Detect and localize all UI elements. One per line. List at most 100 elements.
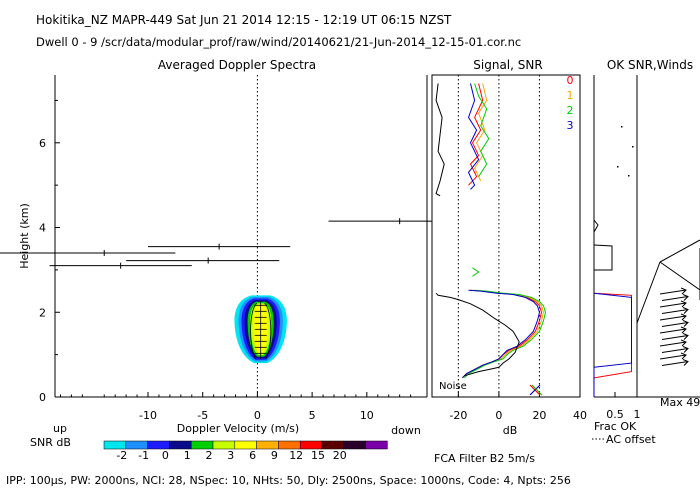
footer-params: IPP: 100µs, PW: 2000ns, NCI: 28, NSpec: … xyxy=(6,474,571,487)
colorbar-swatch xyxy=(299,440,323,450)
wind-arrowhead xyxy=(682,320,689,327)
colorbar-swatch xyxy=(234,440,257,450)
colorbar-swatch xyxy=(321,440,345,450)
ok-sample-dot xyxy=(617,166,619,168)
wind-arrowhead xyxy=(680,339,687,347)
spectra-x-tick-label: 0 xyxy=(254,409,261,422)
wind-vector xyxy=(659,239,700,263)
wind-arrowhead xyxy=(682,333,689,340)
snr-upper-trace xyxy=(472,267,480,277)
snr-series-line xyxy=(464,289,547,379)
colorbar-swatch xyxy=(278,440,301,450)
ok-legend-label: 2 xyxy=(567,104,574,117)
ac-offset-label: AC offset xyxy=(606,433,656,446)
colorbar-tick-label: 6 xyxy=(249,449,256,462)
ok-panel: 0.5 1 xyxy=(593,75,700,421)
spectra-ylabel: Height (km) xyxy=(18,203,31,269)
spectra-x-tick-label: 10 xyxy=(360,409,374,422)
wind-arrowhead xyxy=(680,352,687,360)
wind-arrowhead xyxy=(680,326,687,334)
wind-vector xyxy=(661,348,689,353)
snr-xlabel: dB xyxy=(503,424,518,437)
noise-label: Noise xyxy=(439,381,467,392)
ok-black-trace xyxy=(594,244,613,271)
snr-series-line xyxy=(462,289,541,379)
snr-upper-trace xyxy=(435,83,445,197)
colorbar-tick-label: 2 xyxy=(206,449,213,462)
echo-outline-right xyxy=(264,303,272,360)
colorbar-swatch xyxy=(147,440,170,450)
colorbar-swatch xyxy=(190,440,214,450)
spectra-x-tick-label: -5 xyxy=(197,409,208,422)
wind-vector xyxy=(659,354,687,360)
wind-vector xyxy=(661,361,689,366)
spectra-title: Averaged Doppler Spectra xyxy=(158,58,316,72)
wind-arrowhead xyxy=(680,300,687,308)
colorbar-tick-label: 20 xyxy=(333,449,347,462)
wind-vector xyxy=(659,315,687,321)
wind-vector xyxy=(636,261,661,324)
wind-vector xyxy=(659,289,687,295)
wind-arrowhead xyxy=(682,359,689,366)
snr-panel: -20 0 20 40 xyxy=(431,74,587,422)
snr-upper-trace xyxy=(474,83,490,177)
colorbar-tick-label: 15 xyxy=(311,449,325,462)
colorbar-swatch xyxy=(212,440,236,450)
colorbar-swatch xyxy=(365,440,388,450)
colorbar-tick-label: 12 xyxy=(289,449,303,462)
wind-vector xyxy=(659,341,687,347)
wind-scale-label: Max 49m/s xyxy=(660,396,700,409)
colorbar-tick-label: 1 xyxy=(184,449,191,462)
colorbar-tick-label: -2 xyxy=(116,449,127,462)
colorbar-swatch xyxy=(169,440,192,450)
wind-arrowhead xyxy=(682,307,689,314)
spectra-y-tick-label: 2 xyxy=(39,306,46,319)
snr-x-tick-label: 40 xyxy=(573,409,587,422)
ok-sample-dot xyxy=(628,175,630,177)
snr-x-tick-label: 0 xyxy=(495,409,502,422)
colorbar-tick-label: 3 xyxy=(227,449,234,462)
ok-series-line xyxy=(594,292,632,397)
colorbar-swatch xyxy=(343,440,366,450)
wind-vector xyxy=(661,309,689,314)
wind-arrowhead xyxy=(682,294,689,301)
wind-vector xyxy=(661,335,689,340)
ok-legend: 0 1 2 3 xyxy=(567,74,574,132)
ok-x-tick-label: 0.5 xyxy=(606,408,624,421)
fca-filter-label: FCA Filter B2 5m/s xyxy=(434,452,535,465)
snr-x-tick-label: -20 xyxy=(449,409,467,422)
wind-arrowhead xyxy=(680,287,687,295)
snr-upper-trace xyxy=(474,83,488,182)
snr-title: Signal, SNR xyxy=(473,58,542,72)
ok-black-trace xyxy=(594,219,599,233)
ok-x-tick-label: 1 xyxy=(634,408,641,421)
spectra-y-tick-label: 6 xyxy=(39,137,46,150)
spectra-y-tick-label: 0 xyxy=(39,391,46,404)
spectra-y-tick-label: 4 xyxy=(39,222,46,235)
frac-ok-label: Frac OK xyxy=(594,420,637,433)
header-title: Hokitika_NZ MAPR-449 Sat Jun 21 2014 12:… xyxy=(36,13,452,27)
ok-sample-dot xyxy=(632,146,634,148)
snr-upper-trace xyxy=(467,83,480,190)
ok-title: OK SNR,Winds xyxy=(607,58,693,72)
wind-arrowhead xyxy=(682,346,689,353)
snr-frame xyxy=(431,74,581,398)
ok-series-line xyxy=(594,292,632,397)
spectra-x-tick-label: 5 xyxy=(309,409,316,422)
wind-vector xyxy=(659,261,700,291)
snr-upper-trace xyxy=(468,83,484,186)
colorbar-swatch xyxy=(125,440,148,450)
ok-legend-label: 1 xyxy=(567,89,574,102)
wind-vector xyxy=(659,302,687,308)
colorbar-tick-label: 9 xyxy=(271,449,278,462)
direction-up-label: up xyxy=(53,422,67,435)
snr-colorbar: -2 -1 0 1 2 3 6 9 12 15 20 xyxy=(103,440,388,462)
ok-legend-label: 0 xyxy=(567,74,574,87)
echo-outline-left xyxy=(250,303,258,360)
colorbar-swatch xyxy=(256,440,279,450)
ok-sample-dot xyxy=(621,126,623,128)
spectra-panel: -10 -5 0 5 10 0 2 4 6 xyxy=(0,75,432,422)
colorbar-label: SNR dB xyxy=(30,436,71,449)
direction-down-label: down xyxy=(391,424,421,437)
